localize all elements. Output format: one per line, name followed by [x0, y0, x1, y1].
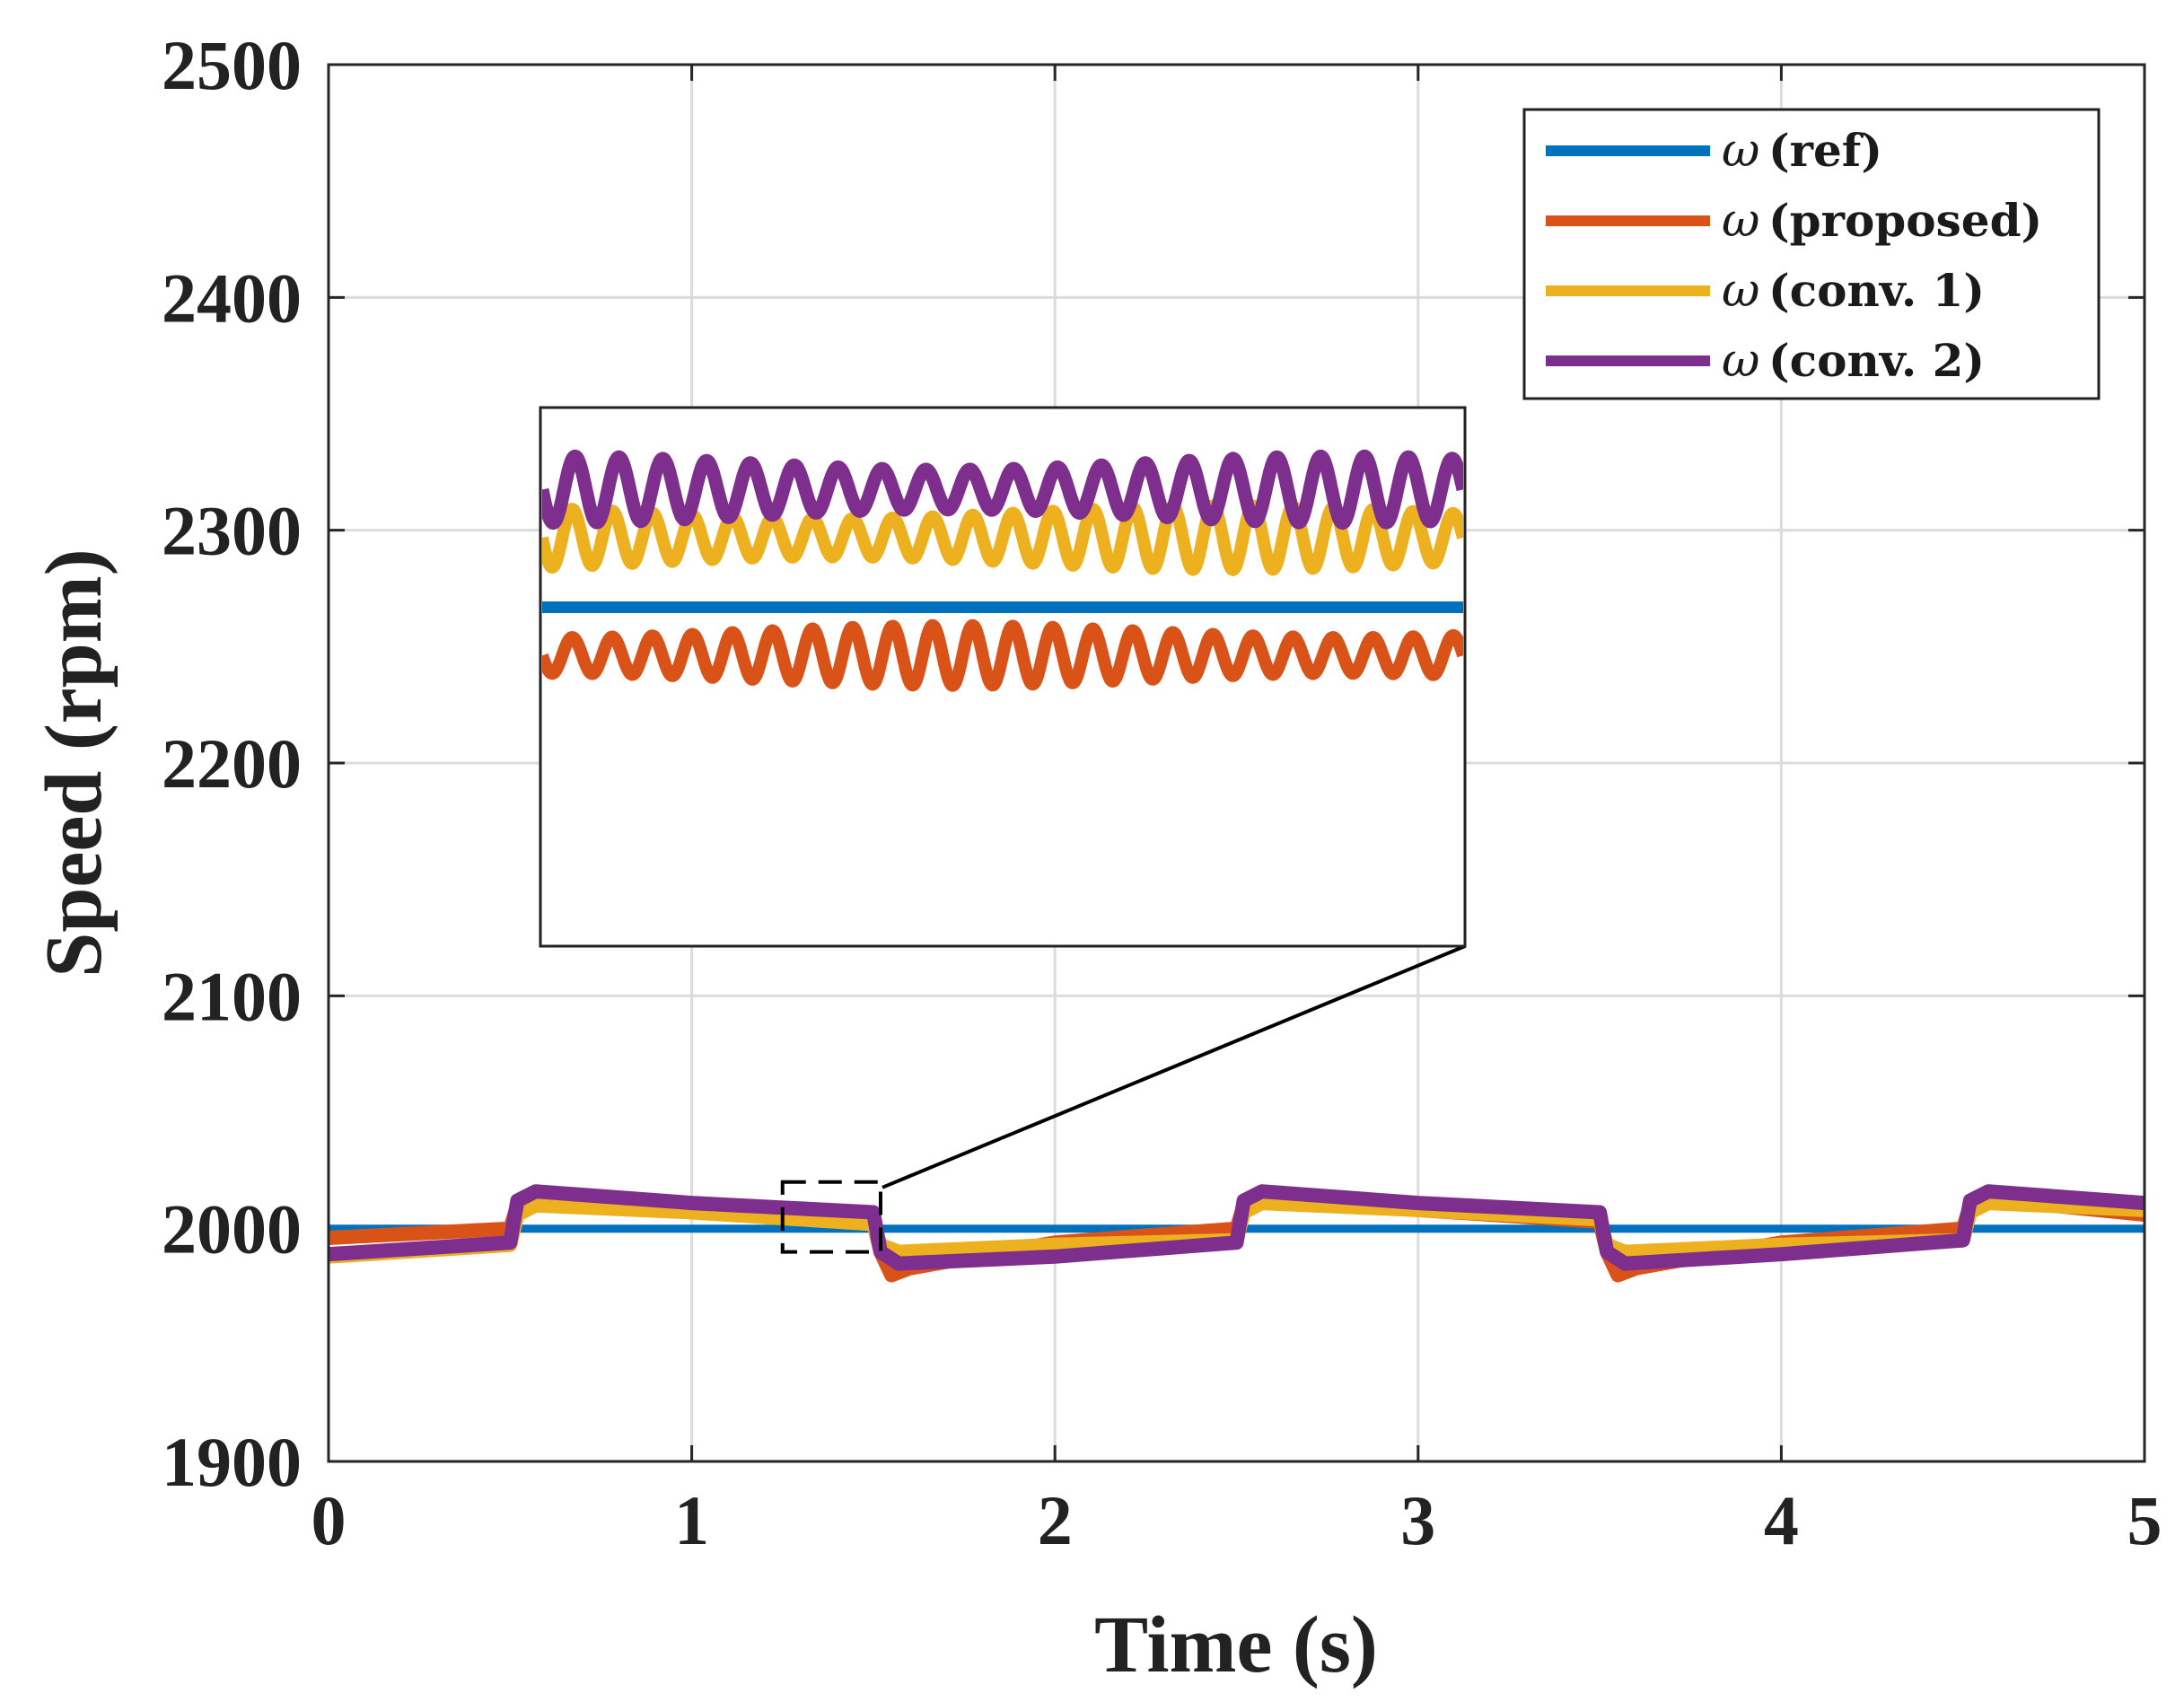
y-tick-label: 2300 — [162, 492, 302, 570]
x-tick-labels: 0 1 2 3 4 5 — [311, 1481, 2162, 1559]
legend-label: (ref) — [1768, 124, 1882, 177]
inset-line-proposed — [542, 619, 1463, 692]
inset-line-conv-2 — [542, 449, 1463, 531]
x-tick-label: 2 — [1038, 1481, 1073, 1559]
x-tick-label: 0 — [311, 1481, 346, 1559]
y-tick-label: 1900 — [162, 1423, 302, 1501]
y-tick-label: 2100 — [162, 957, 302, 1035]
legend: ω (ref)ω (proposed)ω (conv. 1)ω (conv. 2) — [1522, 108, 2101, 400]
legend-item: ω (conv. 2) — [1546, 334, 1985, 388]
zoom-connector-line — [881, 944, 1466, 1189]
y-tick-label: 2500 — [162, 26, 302, 104]
x-axis-title: Time (s) — [1094, 1601, 1378, 1689]
x-tick-label: 3 — [1400, 1481, 1435, 1559]
legend-symbol: ω — [1722, 124, 1759, 178]
y-tick-label: 2400 — [162, 259, 302, 337]
y-tick-label: 2200 — [162, 724, 302, 803]
legend-symbol: ω — [1722, 264, 1759, 318]
y-axis-title: Speed (rpm) — [30, 548, 118, 977]
x-tick-label: 4 — [1764, 1481, 1799, 1559]
x-tick-label: 1 — [674, 1481, 709, 1559]
legend-label: (conv. 2) — [1768, 334, 1985, 387]
series-line-conv-2 — [329, 1184, 2145, 1271]
legend-label: (proposed) — [1768, 194, 2042, 247]
legend-symbol: ω — [1722, 334, 1759, 388]
x-tick-label: 5 — [2127, 1481, 2162, 1559]
y-tick-labels: 1900 2000 2100 2200 2300 2400 2500 — [162, 26, 302, 1501]
zoom-inset-series — [542, 449, 1463, 692]
series-group — [329, 1184, 2145, 1283]
legend-item: ω (conv. 1) — [1546, 264, 1985, 318]
legend-item: ω (ref) — [1546, 124, 1882, 178]
legend-symbol: ω — [1722, 194, 1759, 248]
axes-box — [327, 63, 2146, 1463]
legend-item: ω (proposed) — [1546, 194, 2042, 248]
legend-box — [1522, 108, 2101, 400]
legend-label: (conv. 1) — [1768, 264, 1985, 317]
y-tick-label: 2000 — [162, 1190, 302, 1268]
zoom-region-marker — [780, 1180, 882, 1254]
inset-line-conv-1 — [542, 499, 1463, 576]
